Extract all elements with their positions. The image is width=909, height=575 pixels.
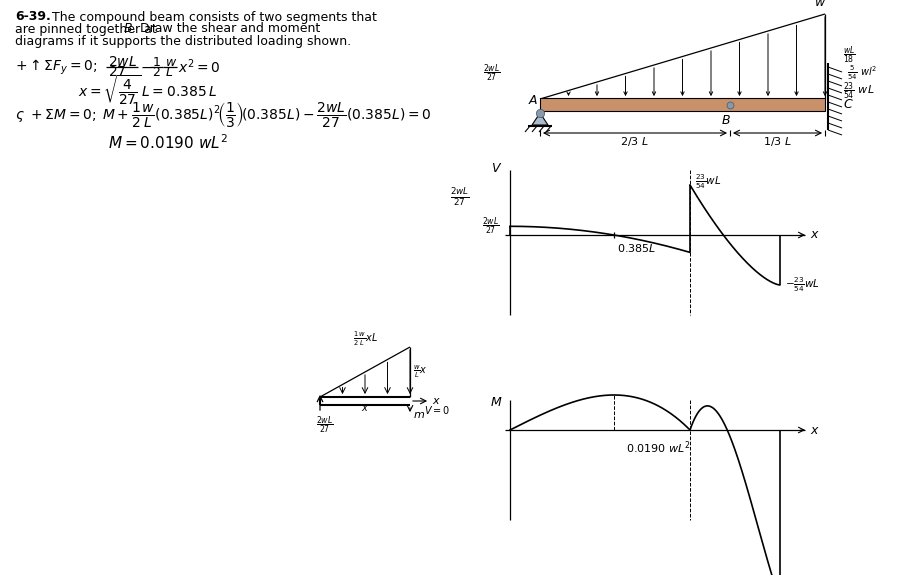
Text: 6-39.: 6-39. bbox=[15, 10, 51, 24]
Text: $\frac{1}{2}\frac{w}{L}xL$: $\frac{1}{2}\frac{w}{L}xL$ bbox=[353, 330, 377, 348]
Text: $2$: $2$ bbox=[152, 66, 161, 79]
Text: $m$: $m$ bbox=[413, 410, 425, 420]
Text: are pinned together at: are pinned together at bbox=[15, 22, 161, 36]
Text: $w$: $w$ bbox=[165, 56, 177, 68]
Text: $A$: $A$ bbox=[528, 94, 538, 108]
Text: $\frac{2wL}{27}$: $\frac{2wL}{27}$ bbox=[316, 414, 334, 436]
Text: $2wL$: $2wL$ bbox=[108, 55, 137, 69]
Text: $M$: $M$ bbox=[490, 396, 502, 408]
Text: . Draw the shear and moment: . Draw the shear and moment bbox=[132, 22, 320, 36]
Text: $-\frac{23}{54}wL$: $-\frac{23}{54}wL$ bbox=[785, 276, 820, 294]
Text: $1$: $1$ bbox=[152, 56, 161, 68]
Text: $2/3\ L$: $2/3\ L$ bbox=[621, 136, 650, 148]
Text: $x$: $x$ bbox=[810, 228, 820, 242]
Text: $x$: $x$ bbox=[810, 424, 820, 436]
Text: $x^2 = 0$: $x^2 = 0$ bbox=[178, 58, 221, 76]
Text: $\frac{23}{54}wL$: $\frac{23}{54}wL$ bbox=[695, 172, 721, 191]
Text: $V=0$: $V=0$ bbox=[424, 404, 450, 416]
Text: $x$: $x$ bbox=[361, 403, 369, 413]
Text: $C$: $C$ bbox=[843, 98, 854, 112]
Text: $\frac{2wL}{27}$: $\frac{2wL}{27}$ bbox=[484, 62, 501, 84]
Text: $\frac{2wL}{27}$: $\frac{2wL}{27}$ bbox=[450, 186, 470, 208]
Text: $+\uparrow\Sigma F_y = 0;$: $+\uparrow\Sigma F_y = 0;$ bbox=[15, 58, 97, 76]
Text: $\frac{wL}{18}$: $\frac{wL}{18}$ bbox=[843, 44, 855, 66]
Text: $\frac{w}{L}x$: $\frac{w}{L}x$ bbox=[413, 363, 427, 381]
Text: $V$: $V$ bbox=[491, 162, 502, 174]
Text: $M = 0.0190\ wL^2$: $M = 0.0190\ wL^2$ bbox=[108, 133, 228, 152]
Bar bbox=[540, 98, 825, 111]
Polygon shape bbox=[532, 113, 548, 125]
Text: $w$: $w$ bbox=[814, 0, 826, 9]
Text: $\frac{2wL}{27}$: $\frac{2wL}{27}$ bbox=[483, 216, 500, 237]
Text: $B$: $B$ bbox=[721, 114, 731, 128]
Text: The compound beam consists of two segments that: The compound beam consists of two segmen… bbox=[52, 10, 377, 24]
Text: $\varsigma\ +\Sigma M = 0;$: $\varsigma\ +\Sigma M = 0;$ bbox=[15, 106, 96, 124]
Text: $x$: $x$ bbox=[432, 396, 441, 406]
Text: $L$: $L$ bbox=[165, 66, 174, 79]
Text: $\frac{5}{54}\ wl^2$: $\frac{5}{54}\ wl^2$ bbox=[847, 64, 877, 82]
Text: $M + \dfrac{1}{2}\dfrac{w}{L}(0.385L)^2\!\left(\dfrac{1}{3}\right)\!(0.385L) - \: $M + \dfrac{1}{2}\dfrac{w}{L}(0.385L)^2\… bbox=[102, 101, 432, 129]
Text: $27$: $27$ bbox=[108, 65, 126, 79]
Text: $0.0190\ wL^2$: $0.0190\ wL^2$ bbox=[626, 440, 691, 457]
Text: $1/3\ L$: $1/3\ L$ bbox=[763, 136, 792, 148]
Text: diagrams if it supports the distributed loading shown.: diagrams if it supports the distributed … bbox=[15, 34, 351, 48]
Text: B: B bbox=[124, 22, 133, 36]
Text: $-$: $-$ bbox=[140, 60, 152, 74]
Text: $x = \sqrt{\dfrac{4}{27}}\,L = 0.385\,L$: $x = \sqrt{\dfrac{4}{27}}\,L = 0.385\,L$ bbox=[78, 73, 217, 107]
Text: $\frac{23}{54}\ wL$: $\frac{23}{54}\ wL$ bbox=[843, 81, 874, 102]
Text: $0.385L$: $0.385L$ bbox=[617, 242, 656, 254]
